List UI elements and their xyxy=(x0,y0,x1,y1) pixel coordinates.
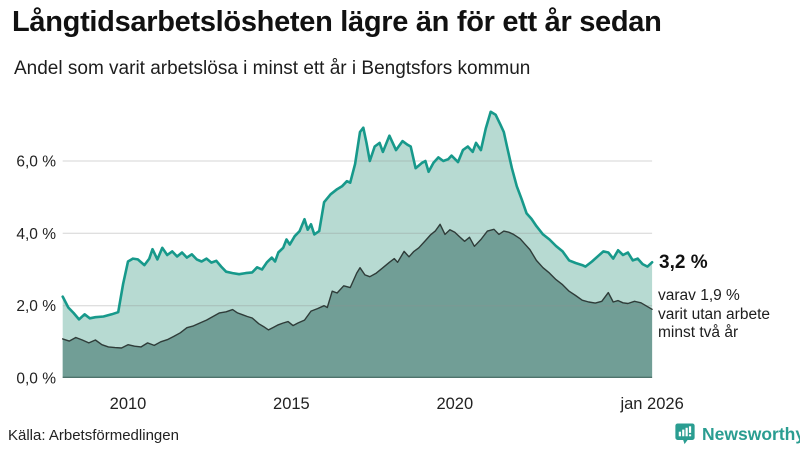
annotation-line: minst två år xyxy=(658,324,739,341)
svg-text:2020: 2020 xyxy=(436,395,473,413)
svg-text:2010: 2010 xyxy=(110,395,147,413)
newsworthy-wordmark: Newsworthy xyxy=(702,423,800,444)
newsworthy-logo[interactable]: Newsworthy xyxy=(674,422,800,446)
svg-text:2,0 %: 2,0 % xyxy=(16,298,56,315)
page-title: Långtidsarbetslösheten lägre än för ett … xyxy=(12,6,662,38)
svg-text:6,0 %: 6,0 % xyxy=(16,154,56,171)
annotation-line: varit utan arbete xyxy=(658,305,771,323)
svg-text:jan 2026: jan 2026 xyxy=(619,395,683,413)
annotation-text: varav 1,9 % varit utan arbete minst två … xyxy=(658,287,770,343)
latest-value-label: 3,2 % xyxy=(659,252,708,273)
svg-text:2015: 2015 xyxy=(273,395,310,413)
newsworthy-icon xyxy=(674,422,696,446)
svg-text:4,0 %: 4,0 % xyxy=(16,226,56,243)
chart-subtitle: Andel som varit arbetslösa i minst ett å… xyxy=(14,58,531,79)
source-credit: Källa: Arbetsförmedlingen xyxy=(8,427,179,444)
svg-text:0,0 %: 0,0 % xyxy=(16,371,56,388)
annotation-line: varav 1,9 % xyxy=(658,287,740,304)
